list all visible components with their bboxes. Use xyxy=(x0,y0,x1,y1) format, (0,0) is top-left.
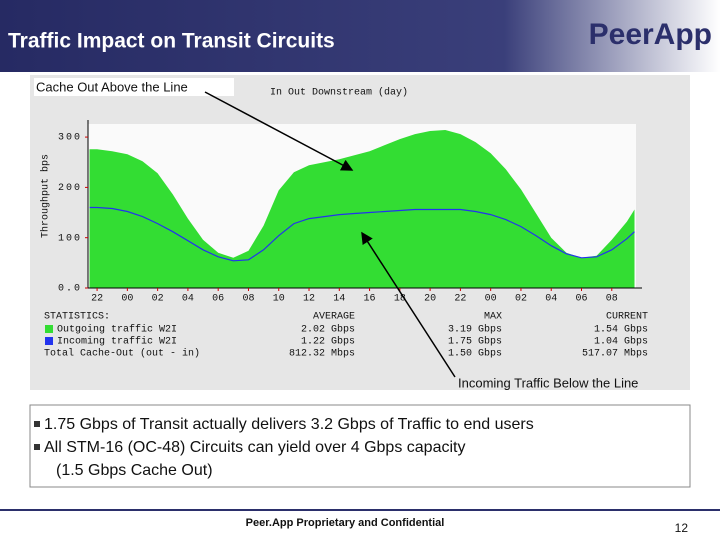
x-tick-label: 08 xyxy=(606,294,618,305)
bullet: 1.75 Gbps of Transit actually delivers 3… xyxy=(44,416,534,433)
x-tick-label: 04 xyxy=(182,294,194,305)
stats-value: 1.75 Gbps xyxy=(448,336,502,348)
slide-title: Traffic Impact on Transit Circuits xyxy=(8,30,335,53)
bullet-continuation: (1.5 Gbps Cache Out) xyxy=(56,462,213,479)
x-tick-label: 12 xyxy=(303,294,315,305)
stats-label: Total Cache-Out (out - in) xyxy=(44,348,200,360)
x-tick-label: 04 xyxy=(545,294,557,305)
stats-value: 1.54 Gbps xyxy=(594,324,648,336)
stats-value: 517.07 Mbps xyxy=(582,348,648,360)
y-tick-label: 200 xyxy=(58,183,82,194)
legend-swatch xyxy=(45,337,53,345)
x-tick-label: 16 xyxy=(364,294,376,305)
stats-column: AVERAGE xyxy=(313,312,355,323)
stats-column: CURRENT xyxy=(606,312,648,323)
x-tick-label: 22 xyxy=(454,294,466,305)
annotation: Cache Out Above the Line xyxy=(36,79,188,94)
bullet-marker xyxy=(34,421,40,427)
annotation: Incoming Traffic Below the Line xyxy=(458,375,638,390)
bullet-box xyxy=(29,404,691,488)
y-tick-label: 300 xyxy=(58,133,82,144)
header-band xyxy=(0,0,720,72)
x-tick-label: 00 xyxy=(121,294,133,305)
stats-column: MAX xyxy=(484,312,502,323)
page-number: 12 xyxy=(675,521,689,535)
x-tick-label: 14 xyxy=(333,294,345,305)
stats-value: 2.02 Gbps xyxy=(301,324,355,336)
line xyxy=(89,206,635,262)
y-tick-label: 100 xyxy=(58,233,82,244)
arrow xyxy=(204,91,354,171)
legend-swatch xyxy=(45,325,53,333)
stats-value: 1.22 Gbps xyxy=(301,336,355,348)
stats-value: 1.50 Gbps xyxy=(448,348,502,360)
y-tick-label: 0.0 xyxy=(58,284,82,295)
legend-label: Incoming traffic W2I xyxy=(57,336,177,348)
x-tick-label: 22 xyxy=(91,294,103,305)
bullet-marker xyxy=(34,444,40,450)
x-tick-label: 10 xyxy=(273,294,285,305)
arrow xyxy=(361,231,456,378)
x-tick-label: 02 xyxy=(515,294,527,305)
area xyxy=(89,130,635,288)
y-axis-label: Throughput bps xyxy=(40,154,52,238)
stats-value: 3.19 Gbps xyxy=(448,324,502,336)
annotation-box xyxy=(34,78,234,96)
chart-title: In Out Downstream (day) xyxy=(270,87,408,99)
x-tick-label: 20 xyxy=(424,294,436,305)
x-tick-label: 18 xyxy=(394,294,406,305)
x-tick-label: 06 xyxy=(575,294,587,305)
x-tick-label: 00 xyxy=(485,294,497,305)
stats-value: 812.32 Mbps xyxy=(289,348,355,360)
x-tick-label: 02 xyxy=(152,294,164,305)
x-tick-label: 08 xyxy=(242,294,254,305)
bullet: All STM-16 (OC-48) Circuits can yield ov… xyxy=(44,439,465,456)
legend-label: Outgoing traffic W2I xyxy=(57,324,177,336)
x-tick-label: 06 xyxy=(212,294,224,305)
logo: PeerApp xyxy=(589,18,712,51)
stats-heading: STATISTICS: xyxy=(44,312,110,323)
footer-text: Peer.App Proprietary and Confidential xyxy=(246,517,445,529)
stats-value: 1.04 Gbps xyxy=(594,336,648,348)
